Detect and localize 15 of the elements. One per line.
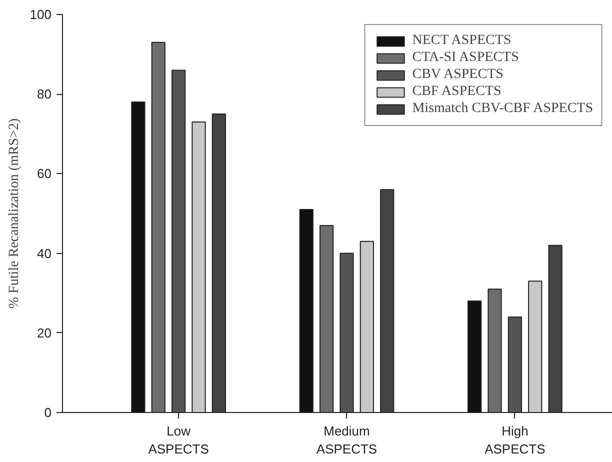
y-tick-label: 100: [30, 7, 52, 22]
y-tick-label: 20: [37, 325, 52, 340]
y-tick-label: 40: [37, 246, 52, 261]
x-tick-label: Medium ASPECTS: [316, 424, 378, 456]
legend-label: CBV ASPECTS: [412, 67, 504, 83]
y-tick-label: 0: [44, 405, 52, 420]
y-axis-title: % Futile Recanalization (mRS>2): [6, 118, 22, 309]
legend-label: CTA-SI ASPECTS: [412, 50, 519, 66]
y-tick-label: 60: [37, 166, 52, 182]
legend-label: NECT ASPECTS: [412, 33, 512, 49]
legend-label: CBF ASPECTS: [412, 84, 502, 100]
x-tick-label: Low ASPECTS: [148, 424, 210, 456]
x-tick-label: High ASPECTS: [484, 424, 546, 456]
legend-label: Mismatch CBV-CBF ASPECTS: [412, 101, 593, 117]
y-tick-label: 80: [37, 86, 52, 102]
